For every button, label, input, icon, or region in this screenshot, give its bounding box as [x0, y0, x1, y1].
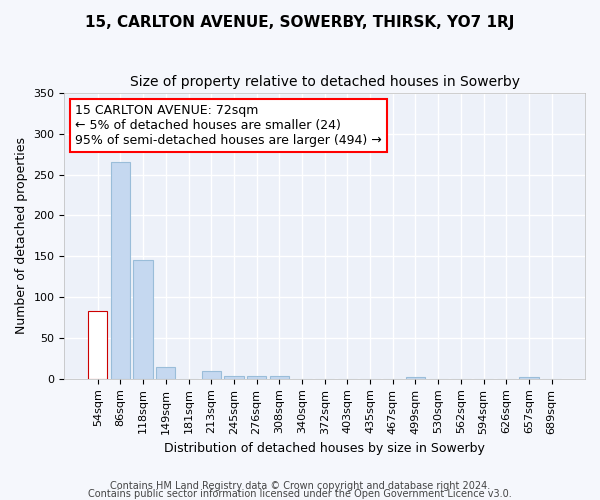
- Bar: [156, 366, 175, 379]
- Bar: [133, 260, 153, 379]
- Bar: [111, 162, 130, 379]
- Text: 15, CARLTON AVENUE, SOWERBY, THIRSK, YO7 1RJ: 15, CARLTON AVENUE, SOWERBY, THIRSK, YO7…: [85, 15, 515, 30]
- Bar: [88, 311, 107, 379]
- X-axis label: Distribution of detached houses by size in Sowerby: Distribution of detached houses by size …: [164, 442, 485, 455]
- Text: 15 CARLTON AVENUE: 72sqm
← 5% of detached houses are smaller (24)
95% of semi-de: 15 CARLTON AVENUE: 72sqm ← 5% of detache…: [75, 104, 382, 148]
- Bar: [224, 376, 244, 379]
- Text: Contains public sector information licensed under the Open Government Licence v3: Contains public sector information licen…: [88, 489, 512, 499]
- Title: Size of property relative to detached houses in Sowerby: Size of property relative to detached ho…: [130, 75, 520, 89]
- Text: Contains HM Land Registry data © Crown copyright and database right 2024.: Contains HM Land Registry data © Crown c…: [110, 481, 490, 491]
- Bar: [406, 377, 425, 379]
- Y-axis label: Number of detached properties: Number of detached properties: [15, 138, 28, 334]
- Bar: [269, 376, 289, 379]
- Bar: [247, 376, 266, 379]
- Bar: [202, 370, 221, 379]
- Bar: [520, 377, 539, 379]
